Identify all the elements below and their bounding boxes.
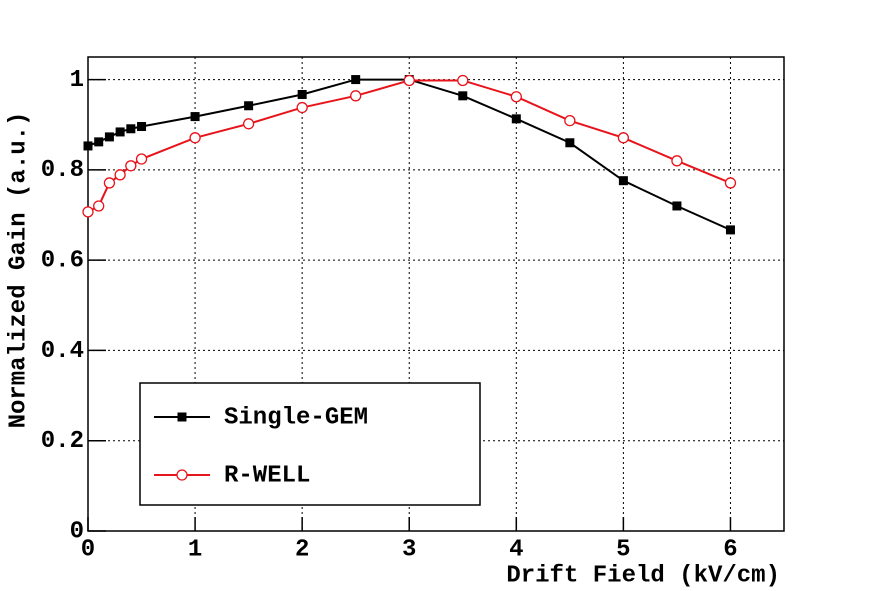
y-tick-label: 0.6 [41, 247, 84, 274]
x-tick-label: 3 [402, 536, 416, 563]
x-tick-label: 0 [81, 536, 95, 563]
x-axis-title: Drift Field (kV/cm) [506, 562, 780, 589]
y-tick-label: 0 [70, 518, 84, 545]
data-point [350, 90, 362, 102]
data-point [297, 89, 307, 99]
data-point [672, 201, 682, 211]
data-point [671, 155, 683, 167]
y-tick-label: 0.4 [41, 338, 84, 365]
data-point [104, 132, 114, 142]
data-point [135, 153, 148, 165]
data-point [510, 91, 522, 103]
data-point [296, 101, 308, 114]
data-point [93, 200, 105, 212]
data-point [114, 169, 126, 181]
data-point [565, 138, 575, 148]
x-tick-label: 2 [295, 536, 309, 563]
data-point [137, 122, 147, 132]
data-point [511, 114, 521, 124]
legend-label: Single-GEM [224, 404, 368, 431]
plot-frame [87, 56, 785, 532]
data-point [617, 132, 630, 144]
data-point [83, 141, 93, 151]
x-tick-label: 4 [509, 536, 523, 563]
data-point [351, 75, 361, 85]
y-tick-label: 0.8 [41, 157, 84, 184]
data-point [244, 101, 254, 111]
data-point [94, 137, 104, 147]
data-point [126, 124, 136, 134]
legend-label: R-WELL [224, 462, 310, 489]
x-tick-label: 5 [616, 536, 630, 563]
data-point [724, 177, 737, 189]
legend-marker [177, 412, 187, 422]
legend-box [139, 382, 481, 506]
data-point [242, 118, 255, 130]
data-point [115, 127, 125, 137]
data-point [103, 177, 116, 189]
y-tick-label: 0.2 [41, 428, 84, 455]
data-point [457, 74, 469, 87]
data-point [125, 160, 137, 172]
data-point [564, 115, 576, 127]
data-point [190, 112, 200, 122]
x-tick-label: 6 [723, 536, 737, 563]
data-point [82, 206, 94, 218]
data-point [403, 74, 415, 87]
y-axis-title: Normalized Gain (a.u.) [5, 112, 32, 429]
data-point [189, 132, 201, 144]
x-tick-label: 1 [188, 536, 202, 563]
data-point [618, 176, 628, 186]
legend-marker [176, 469, 188, 481]
data-point [725, 225, 735, 235]
data-point [458, 91, 468, 101]
y-tick-label: 1 [70, 67, 84, 94]
